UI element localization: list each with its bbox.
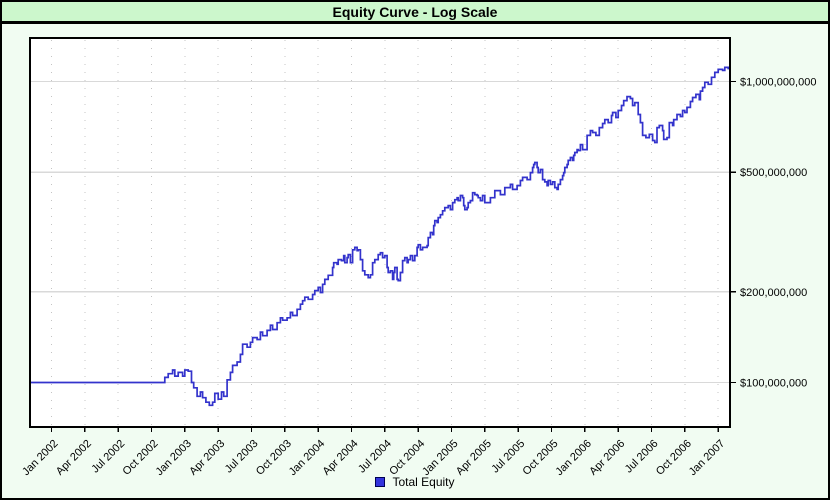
y-tick-label: $500,000,000 — [740, 167, 807, 179]
y-tick-label: $100,000,000 — [740, 378, 807, 390]
total-equity-line — [30, 66, 730, 407]
chart-title: Equity Curve - Log Scale — [2, 2, 828, 24]
x-tick-label: Jan 2006 — [553, 438, 593, 478]
x-tick-label: Jan 2004 — [287, 438, 327, 478]
chart-area: Jan 2002 Apr 2002 Jul 2002 Oct 2002 Jan 2003… — [2, 24, 828, 495]
plot-background — [30, 38, 730, 427]
y-tick-label: $200,000,000 — [740, 287, 807, 299]
x-tick-label: Jan 2002 — [20, 438, 60, 478]
x-tick-label: Apr 2004 — [321, 438, 361, 478]
x-tick-label: Jan 2003 — [153, 438, 193, 478]
y-tick-label: $1,000,000,000 — [740, 77, 816, 89]
x-tick-label: Jan 2005 — [420, 438, 460, 478]
legend-label: Total Equity — [392, 475, 455, 489]
legend: Total Equity — [2, 475, 828, 489]
x-tick-label: Apr 2005 — [454, 438, 494, 478]
plot-border — [29, 37, 731, 428]
x-tick-label: Apr 2003 — [187, 438, 227, 478]
x-tick-label: Apr 2006 — [587, 438, 627, 478]
x-tick-label: Jan 2007 — [687, 438, 727, 478]
legend-swatch-icon — [375, 477, 386, 487]
x-tick-label: Apr 2002 — [54, 438, 94, 478]
